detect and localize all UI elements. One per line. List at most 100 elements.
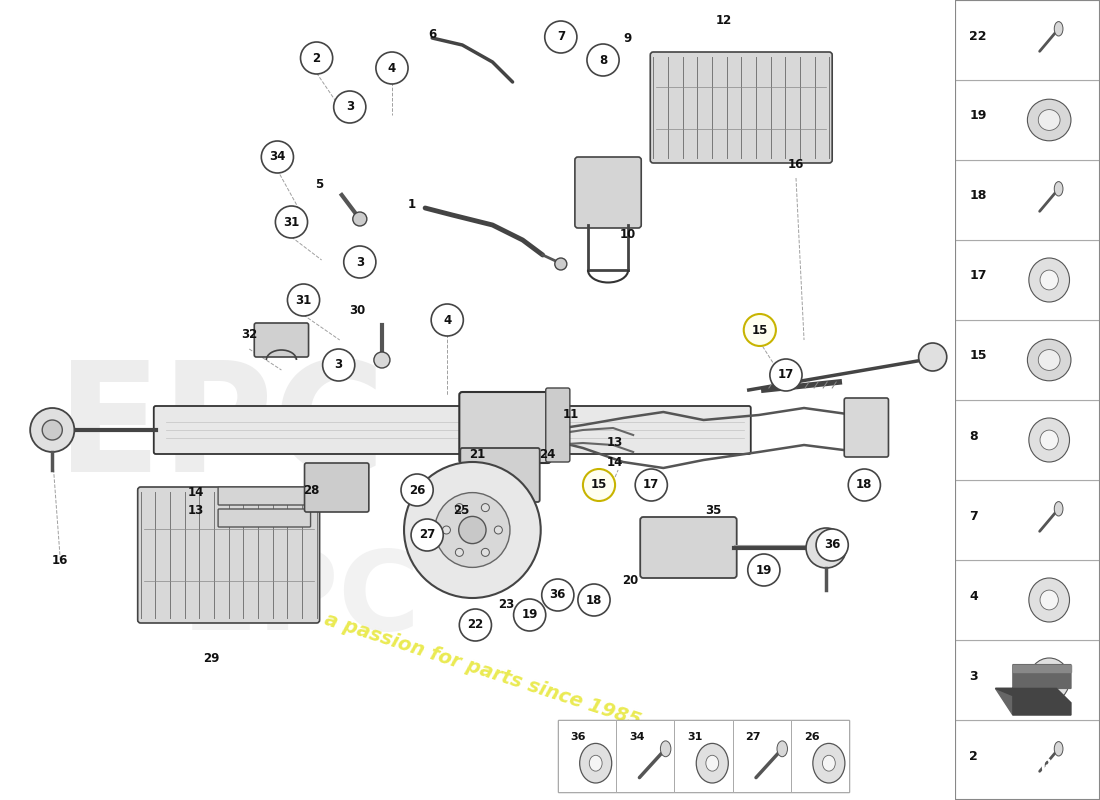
- FancyBboxPatch shape: [844, 398, 889, 457]
- Text: 18: 18: [586, 594, 602, 606]
- FancyBboxPatch shape: [218, 509, 310, 527]
- Text: 27: 27: [419, 529, 436, 542]
- Bar: [955, 320, 1100, 400]
- Text: 26: 26: [804, 732, 820, 742]
- Text: 34: 34: [629, 732, 645, 742]
- Text: 1: 1: [408, 198, 416, 211]
- Ellipse shape: [580, 743, 612, 783]
- Text: 10: 10: [620, 229, 636, 242]
- Text: 34: 34: [270, 150, 286, 163]
- Text: 12: 12: [715, 14, 732, 26]
- Circle shape: [30, 408, 75, 452]
- Text: 30: 30: [350, 303, 366, 317]
- Ellipse shape: [1038, 110, 1060, 130]
- Text: 2: 2: [969, 750, 978, 762]
- Text: 7: 7: [557, 30, 565, 43]
- Circle shape: [287, 284, 320, 316]
- FancyBboxPatch shape: [460, 448, 540, 502]
- Bar: [955, 80, 1100, 160]
- Circle shape: [744, 314, 775, 346]
- Text: 21: 21: [470, 449, 485, 462]
- Circle shape: [275, 206, 308, 238]
- Text: 18: 18: [856, 478, 872, 491]
- Text: 36: 36: [824, 538, 840, 551]
- Bar: [955, 720, 1100, 800]
- Ellipse shape: [660, 741, 671, 757]
- Text: 16: 16: [52, 554, 68, 566]
- Text: 20: 20: [621, 574, 638, 586]
- Text: 19: 19: [756, 563, 772, 577]
- Text: 19: 19: [521, 609, 538, 622]
- Ellipse shape: [1027, 339, 1071, 381]
- Circle shape: [404, 462, 541, 598]
- Text: 36: 36: [571, 732, 586, 742]
- Polygon shape: [996, 665, 1071, 715]
- FancyBboxPatch shape: [154, 406, 751, 454]
- Text: 3: 3: [345, 101, 354, 114]
- Circle shape: [748, 554, 780, 586]
- Circle shape: [376, 52, 408, 84]
- Circle shape: [544, 21, 576, 53]
- FancyBboxPatch shape: [138, 487, 320, 623]
- Circle shape: [817, 539, 835, 557]
- Circle shape: [353, 212, 366, 226]
- Text: 3: 3: [334, 358, 343, 371]
- Circle shape: [455, 548, 463, 556]
- FancyBboxPatch shape: [575, 157, 641, 228]
- Text: 13: 13: [607, 435, 624, 449]
- Text: 4: 4: [969, 590, 978, 602]
- FancyBboxPatch shape: [640, 517, 737, 578]
- Circle shape: [442, 526, 450, 534]
- Circle shape: [554, 258, 566, 270]
- Circle shape: [635, 469, 668, 501]
- Polygon shape: [996, 688, 1071, 715]
- Ellipse shape: [1028, 578, 1069, 622]
- Text: 22: 22: [468, 618, 484, 631]
- Ellipse shape: [1027, 99, 1071, 141]
- Text: 31: 31: [296, 294, 311, 306]
- Circle shape: [541, 579, 574, 611]
- Circle shape: [262, 141, 294, 173]
- Circle shape: [434, 493, 510, 567]
- Circle shape: [482, 548, 490, 556]
- Bar: [674, 720, 733, 792]
- Bar: [955, 160, 1100, 240]
- Circle shape: [583, 469, 615, 501]
- Bar: [955, 240, 1100, 320]
- Ellipse shape: [1054, 742, 1063, 756]
- Circle shape: [459, 517, 486, 544]
- Text: 32: 32: [241, 329, 257, 342]
- Text: 15: 15: [969, 350, 987, 362]
- Text: 17: 17: [644, 478, 659, 491]
- Circle shape: [918, 343, 947, 371]
- Ellipse shape: [1038, 350, 1060, 370]
- Text: 422 02: 422 02: [990, 758, 1065, 778]
- Circle shape: [322, 349, 355, 381]
- Text: 31: 31: [284, 215, 299, 229]
- Text: 14: 14: [188, 486, 205, 498]
- Circle shape: [514, 599, 546, 631]
- Text: 2: 2: [312, 51, 321, 65]
- Circle shape: [578, 584, 610, 616]
- FancyBboxPatch shape: [546, 388, 570, 462]
- Bar: [955, 400, 1100, 480]
- Circle shape: [587, 44, 619, 76]
- Circle shape: [402, 474, 433, 506]
- Text: 22: 22: [969, 30, 987, 42]
- Ellipse shape: [1054, 22, 1063, 36]
- Circle shape: [460, 609, 492, 641]
- Circle shape: [374, 352, 390, 368]
- Circle shape: [431, 304, 463, 336]
- Bar: [616, 720, 674, 792]
- Ellipse shape: [590, 755, 602, 771]
- Text: EPC: EPC: [183, 546, 421, 654]
- Text: 7: 7: [969, 510, 978, 522]
- Ellipse shape: [1028, 258, 1069, 302]
- Text: 17: 17: [778, 369, 794, 382]
- Circle shape: [848, 469, 880, 501]
- Text: 29: 29: [202, 651, 219, 665]
- Ellipse shape: [1040, 670, 1058, 690]
- Circle shape: [42, 420, 63, 440]
- Ellipse shape: [1028, 658, 1069, 702]
- Circle shape: [494, 526, 503, 534]
